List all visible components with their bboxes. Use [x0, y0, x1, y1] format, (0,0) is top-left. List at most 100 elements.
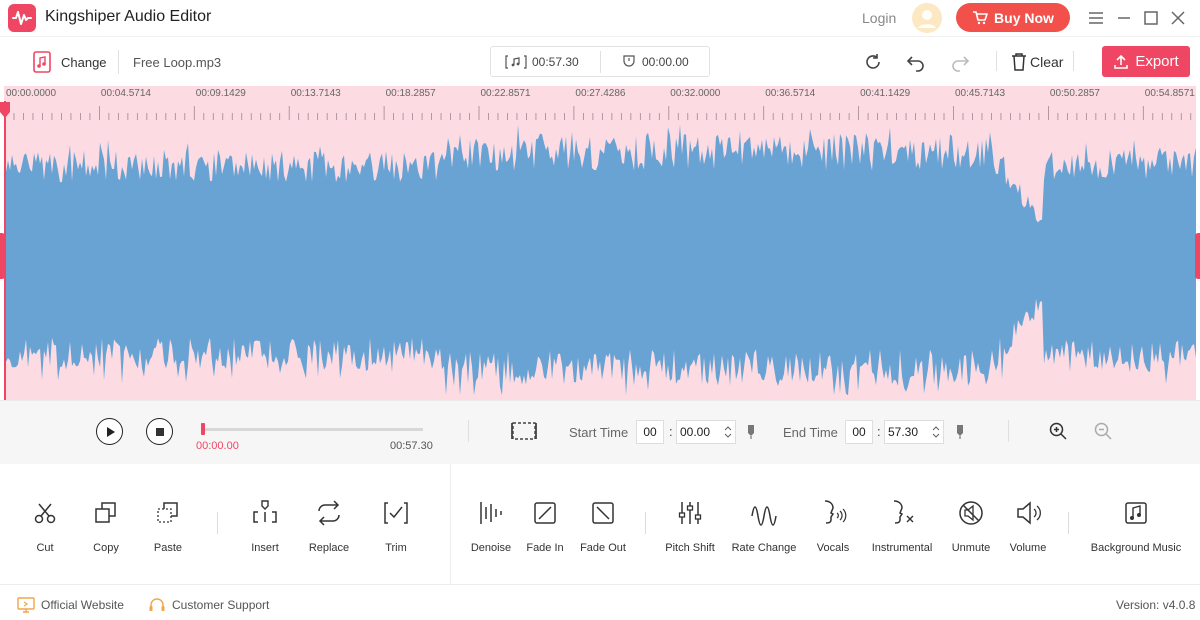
- headset-icon[interactable]: [148, 597, 166, 613]
- mute-icon: [959, 501, 983, 525]
- background-music-tool[interactable]: Background Music: [1086, 498, 1186, 554]
- ruler-tick-label: 00:18.2857: [385, 88, 436, 99]
- stop-button[interactable]: [146, 418, 173, 445]
- trash-icon[interactable]: [1010, 52, 1028, 72]
- ruler-tick-label: 00:09.1429: [195, 88, 246, 99]
- maximize-icon[interactable]: [1141, 8, 1161, 28]
- current-time: 00:00.00: [196, 440, 239, 452]
- end-stepper-icon[interactable]: [932, 424, 940, 440]
- playback-bar: [0, 400, 1200, 464]
- cut-label: Cut: [36, 542, 54, 554]
- start-stepper-icon[interactable]: [724, 424, 732, 440]
- zoom-out-icon[interactable]: [1093, 421, 1113, 441]
- unmute-tool[interactable]: Unmute: [936, 498, 1006, 554]
- undo-icon[interactable]: [905, 51, 927, 73]
- waveform-area[interactable]: [4, 120, 1196, 400]
- end-min-input[interactable]: 00: [845, 420, 873, 444]
- ruler-tick-label: 00:41.1429: [860, 88, 911, 99]
- playback-progress-track[interactable]: [203, 428, 423, 431]
- ruler-tick-label: 00:32.0000: [670, 88, 721, 99]
- trim-tool[interactable]: Trim: [361, 498, 431, 554]
- playback-progress-knob[interactable]: [201, 423, 205, 435]
- stop-icon: [155, 427, 164, 436]
- right-drag-handle[interactable]: [1195, 233, 1200, 279]
- end-sec-input[interactable]: 57.30: [884, 420, 944, 444]
- start-min-input[interactable]: 00: [636, 420, 664, 444]
- fade-in-tool[interactable]: Fade In: [510, 498, 580, 554]
- file-name: Free Loop.mp3: [133, 55, 222, 70]
- fade-out-icon: [592, 502, 614, 524]
- duration-text: 00:57.30: [532, 55, 579, 69]
- insert-tool[interactable]: Insert: [230, 498, 300, 554]
- zoom-in-icon[interactable]: [1048, 421, 1068, 441]
- rate-change-tool[interactable]: Rate Change: [729, 498, 799, 554]
- cut-tool[interactable]: Cut: [10, 498, 80, 554]
- version-text: Version: v4.0.8: [1116, 598, 1196, 612]
- volume-tool[interactable]: Volume: [993, 498, 1063, 554]
- redo-icon[interactable]: [949, 51, 971, 73]
- select-region-icon[interactable]: [511, 421, 537, 441]
- footer: [0, 584, 1200, 620]
- start-pin-icon[interactable]: [746, 424, 756, 440]
- unmute-label: Unmute: [951, 542, 991, 554]
- minimize-icon[interactable]: [1114, 8, 1134, 28]
- avatar[interactable]: [912, 3, 942, 33]
- insert-label: Insert: [251, 542, 279, 554]
- clear-button[interactable]: Clear: [1030, 54, 1064, 70]
- copy-icon: [95, 502, 116, 523]
- change-file-button[interactable]: Change: [61, 55, 107, 70]
- music-file-icon[interactable]: [32, 51, 52, 73]
- start-sec-input[interactable]: 00.00: [676, 420, 736, 444]
- ruler-tick-label: 00:00.0000: [6, 88, 57, 99]
- rate-change-label: Rate Change: [731, 542, 797, 554]
- volume-icon: [1017, 501, 1041, 525]
- close-icon[interactable]: [1168, 8, 1188, 28]
- pitch-shift-tool[interactable]: Pitch Shift: [655, 498, 725, 554]
- playhead-marker[interactable]: [0, 102, 10, 118]
- ruler-tick-label: 00:27.4286: [575, 88, 626, 99]
- fade-out-tool[interactable]: Fade Out: [568, 498, 638, 554]
- copy-label: Copy: [93, 542, 119, 554]
- vocals-label: Vocals: [816, 542, 850, 554]
- trim-label: Trim: [385, 542, 407, 554]
- app-title: Kingshiper Audio Editor: [45, 8, 212, 25]
- export-button[interactable]: Export: [1102, 46, 1190, 77]
- total-time: 00:57.30: [390, 440, 433, 452]
- background-music-label: Background Music: [1090, 542, 1182, 554]
- customer-support-link[interactable]: Customer Support: [172, 598, 270, 612]
- ruler-tick-label: 00:54.8571: [1144, 88, 1195, 99]
- paste-tool[interactable]: Paste: [133, 498, 203, 554]
- login-link[interactable]: Login: [862, 10, 897, 26]
- reset-icon[interactable]: [862, 51, 884, 73]
- denoise-icon: [480, 502, 502, 524]
- selection-time-text: 00:00.00: [642, 55, 689, 69]
- insert-icon: [253, 500, 277, 523]
- instrumental-icon: [893, 500, 914, 524]
- end-pin-icon[interactable]: [955, 424, 965, 440]
- end-time-label: End Time: [783, 425, 838, 440]
- instrumental-tool[interactable]: Instrumental: [867, 498, 937, 554]
- play-button[interactable]: [96, 418, 123, 445]
- copy-tool[interactable]: Copy: [71, 498, 141, 554]
- fade-out-label: Fade Out: [580, 542, 626, 554]
- end-sec-value: 57.30: [888, 425, 919, 439]
- official-website-link[interactable]: Official Website: [41, 598, 124, 612]
- replace-tool[interactable]: Replace: [294, 498, 364, 554]
- vocals-tool[interactable]: Vocals: [798, 498, 868, 554]
- vocals-icon: [824, 500, 847, 524]
- paste-label: Paste: [153, 542, 183, 554]
- waveform[interactable]: [4, 120, 1196, 400]
- fade-in-icon: [534, 502, 556, 524]
- buy-now-button[interactable]: Buy Now: [956, 3, 1070, 32]
- trim-icon: [384, 502, 408, 524]
- timeline-ruler[interactable]: 00:00.0000 00:04.5714 00:09.1429 00:13.7143…: [4, 86, 1196, 120]
- paste-icon: [157, 502, 178, 523]
- replace-icon: [318, 500, 340, 526]
- denoise-label: Denoise: [470, 542, 512, 554]
- website-icon[interactable]: [17, 597, 35, 613]
- menu-icon[interactable]: [1086, 8, 1106, 28]
- denoise-tool[interactable]: Denoise: [456, 498, 526, 554]
- left-drag-handle[interactable]: [0, 233, 5, 279]
- cart-icon: [973, 10, 988, 24]
- ruler-tick-label: 00:04.5714: [100, 88, 151, 99]
